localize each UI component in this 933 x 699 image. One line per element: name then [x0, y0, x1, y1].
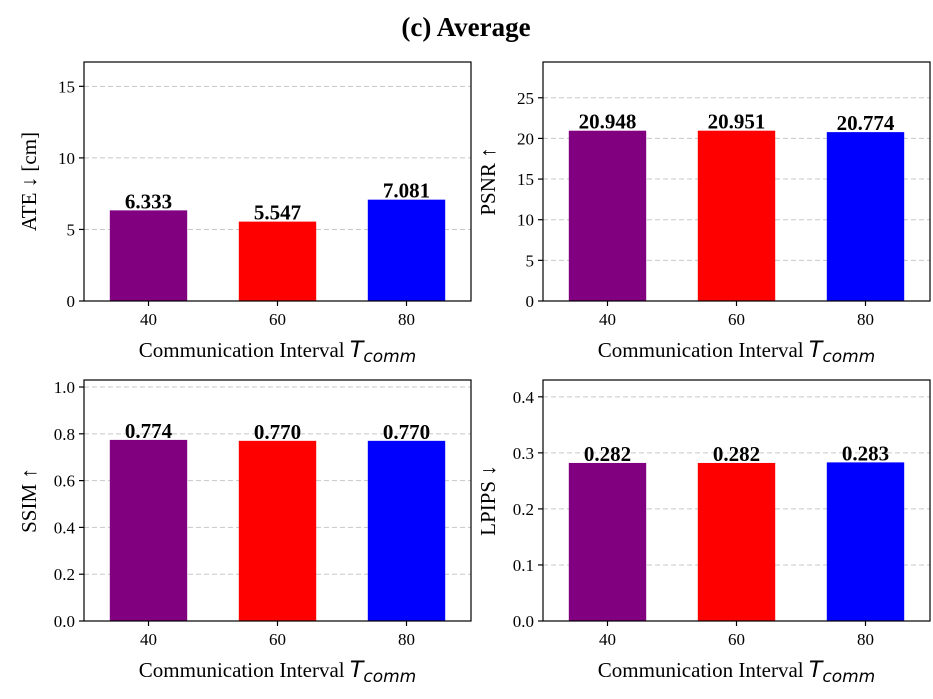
- y-tick-label: 0: [526, 292, 535, 311]
- data-label: 20.774: [837, 111, 895, 135]
- x-tick-label: 80: [857, 310, 874, 329]
- data-label: 0.770: [254, 420, 301, 444]
- bar-40: [109, 439, 188, 621]
- x-axis-label-symbol: T: [809, 658, 824, 683]
- y-tick-label: 10: [58, 149, 75, 168]
- y-tick-label: 0.4: [54, 518, 76, 537]
- x-axis-label: Communication Interval Tcomm: [598, 658, 875, 687]
- y-tick-label: 10: [517, 211, 534, 230]
- y-tick-label: 0.2: [513, 500, 534, 519]
- y-tick-label: 0.0: [54, 612, 75, 631]
- data-label: 0.282: [713, 442, 760, 466]
- x-tick-label: 60: [269, 310, 286, 329]
- x-tick-label: 80: [398, 310, 415, 329]
- data-label: 0.283: [842, 441, 889, 465]
- x-tick-label: 60: [728, 310, 745, 329]
- bar-60: [697, 130, 776, 301]
- bar-80: [826, 132, 905, 301]
- y-axis-label: SSIM ↑: [17, 468, 41, 533]
- data-label: 20.951: [708, 110, 766, 134]
- x-axis-label-text: Communication Interval: [598, 338, 809, 362]
- subplot-ssim: 0.774 0.770 0.770 0.0 0.2 0.4 0.6 0.8 1.0 40 60 80 C…: [17, 378, 472, 687]
- bar-80: [367, 440, 446, 621]
- y-tick-label: 25: [517, 89, 534, 108]
- data-label: 7.081: [383, 179, 430, 203]
- x-tick-label: 40: [140, 310, 157, 329]
- y-tick-label: 0.4: [513, 388, 535, 407]
- x-tick-label: 80: [398, 630, 415, 649]
- y-tick-label: 0.0: [513, 612, 534, 631]
- bar-60: [697, 462, 776, 621]
- x-axis-label-symbol: T: [350, 338, 365, 363]
- data-label: 0.282: [584, 442, 631, 466]
- x-axis-label-subscript: comm: [363, 667, 416, 687]
- x-tick-label: 40: [140, 630, 157, 649]
- x-axis-label-text: Communication Interval: [139, 658, 350, 682]
- bar-40: [109, 210, 188, 301]
- x-axis-label: Communication Interval Tcomm: [139, 658, 416, 687]
- x-tick-label: 40: [599, 310, 616, 329]
- x-axis-label-subscript: comm: [822, 347, 875, 367]
- y-axis-label: LPIPS ↓: [476, 465, 500, 536]
- subplots: 6.333 5.547 7.081 0 5 10 15 40 60 80 Communication…: [17, 61, 931, 687]
- bar-60: [238, 440, 317, 621]
- data-label: 20.948: [579, 110, 637, 134]
- bar-80: [367, 199, 446, 301]
- y-tick-label: 0: [67, 292, 76, 311]
- data-label: 0.770: [383, 420, 430, 444]
- bar-80: [826, 462, 905, 621]
- data-label: 6.333: [125, 189, 172, 213]
- y-tick-label: 5: [67, 220, 76, 239]
- y-tick-label: 20: [517, 129, 534, 148]
- data-label: 0.774: [125, 419, 173, 443]
- x-tick-label: 60: [269, 630, 286, 649]
- y-axis-label: ATE ↓ [cm]: [17, 132, 41, 231]
- y-tick-label: 0.1: [513, 556, 534, 575]
- y-tick-label: 0.3: [513, 444, 534, 463]
- x-axis-label-symbol: T: [809, 338, 824, 363]
- y-tick-label: 0.6: [54, 472, 75, 491]
- y-axis-label: PSNR ↑: [476, 147, 500, 215]
- x-tick-label: 80: [857, 630, 874, 649]
- y-tick-label: 0.8: [54, 425, 75, 444]
- x-axis-label-symbol: T: [350, 658, 365, 683]
- bar-40: [568, 130, 647, 301]
- y-tick-label: 5: [526, 251, 535, 270]
- y-tick-label: 15: [517, 170, 534, 189]
- x-axis-label-subscript: comm: [363, 347, 416, 367]
- x-axis-label: Communication Interval Tcomm: [598, 338, 875, 367]
- figure-title: (c) Average: [401, 12, 530, 42]
- x-axis-label-text: Communication Interval: [598, 658, 809, 682]
- y-tick-label: 0.2: [54, 565, 75, 584]
- x-axis-label: Communication Interval Tcomm: [139, 338, 416, 367]
- y-tick-label: 1.0: [54, 378, 75, 397]
- x-tick-label: 40: [599, 630, 616, 649]
- subplot-psnr: 20.948 20.951 20.774 0 5 10 15 20 25 40 60 80 Commun…: [476, 61, 931, 367]
- x-axis-label-subscript: comm: [822, 667, 875, 687]
- data-label: 5.547: [254, 201, 301, 225]
- y-tick-label: 15: [58, 77, 75, 96]
- bar-60: [238, 221, 317, 301]
- subplot-lpips: 0.282 0.282 0.283 0.0 0.1 0.2 0.3 0.4 40 60 80 Comm…: [476, 379, 931, 687]
- bar-40: [568, 462, 647, 621]
- x-tick-label: 60: [728, 630, 745, 649]
- x-axis-label-text: Communication Interval: [139, 338, 350, 362]
- subplot-ate: 6.333 5.547 7.081 0 5 10 15 40 60 80 Communication…: [17, 61, 472, 367]
